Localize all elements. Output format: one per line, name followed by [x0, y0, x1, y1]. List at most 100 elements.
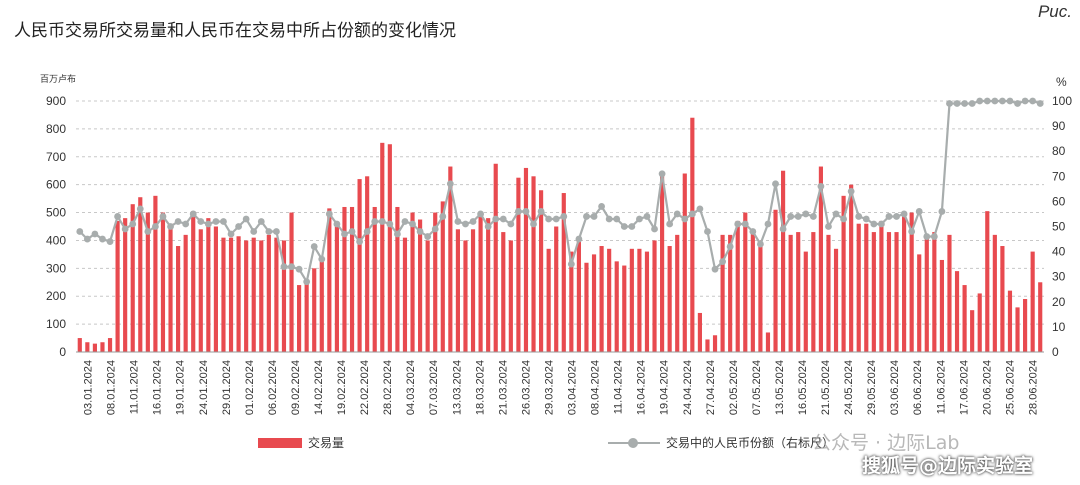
volume-bar — [1038, 282, 1043, 352]
volume-bar — [864, 223, 869, 352]
volume-bar — [372, 206, 377, 352]
share-point — [189, 210, 197, 218]
share-point — [938, 208, 946, 215]
share-point — [613, 215, 621, 223]
right-tick-label: 100 — [1052, 94, 1072, 108]
share-point — [469, 218, 477, 225]
share-point — [136, 205, 144, 213]
volume-bar — [833, 248, 839, 352]
volume-bar — [849, 184, 854, 352]
volume-bar — [501, 232, 506, 352]
left-tick-label: 600 — [46, 178, 66, 192]
x-tick-label: 28.06.2024 — [1027, 360, 1039, 415]
volume-bar — [395, 206, 400, 352]
volume-bar — [259, 240, 264, 352]
volume-bar — [85, 342, 90, 352]
volume-bar — [554, 226, 559, 352]
share-point — [356, 238, 363, 245]
x-tick-label: 21.05.2024 — [820, 360, 832, 415]
right-tick-label: 60 — [1052, 194, 1066, 208]
share-point — [749, 228, 757, 235]
share-point — [953, 100, 961, 107]
right-tick-label: 0 — [1052, 345, 1059, 359]
volume-bar — [1007, 290, 1013, 352]
share-point — [567, 260, 575, 268]
share-point — [825, 223, 832, 230]
volume-bar — [168, 223, 173, 352]
volume-bar — [765, 332, 771, 352]
share-point — [439, 213, 447, 220]
x-tick-label: 22.02.2024 — [359, 360, 371, 415]
volume-bar — [425, 240, 430, 352]
share-point — [159, 213, 167, 220]
volume-bar — [773, 209, 778, 352]
x-tick-label: 28.02.2024 — [382, 360, 394, 415]
share-point — [787, 213, 795, 220]
right-tick-label: 50 — [1052, 220, 1066, 234]
volume-bar — [561, 193, 566, 352]
share-point — [484, 223, 492, 230]
volume-bar — [312, 268, 317, 352]
share-point — [129, 220, 137, 228]
share-point — [878, 220, 885, 228]
volume-bar — [176, 246, 181, 352]
share-point — [840, 215, 847, 223]
volume-bar — [818, 166, 823, 352]
volume-bar — [637, 248, 642, 352]
share-point — [711, 265, 719, 273]
x-tick-label: 18.03.2024 — [474, 360, 486, 415]
volume-bar — [660, 172, 665, 352]
right-tick-label: 80 — [1052, 144, 1066, 158]
share-point — [628, 223, 636, 230]
share-point — [250, 228, 258, 235]
share-point — [673, 210, 681, 218]
share-point — [121, 225, 129, 233]
share-point — [499, 215, 507, 223]
volume-bar — [410, 212, 415, 352]
share-point — [515, 208, 522, 215]
volume-bar — [455, 229, 460, 352]
volume-bar — [327, 208, 332, 352]
share-point — [83, 235, 91, 243]
share-point — [893, 213, 900, 220]
volume-bar — [493, 163, 498, 352]
volume-bar — [297, 285, 302, 352]
volume-bar — [841, 195, 846, 352]
volume-bar — [531, 176, 536, 352]
share-point — [174, 218, 182, 225]
volume-bar — [418, 219, 423, 352]
volume-bar — [856, 223, 861, 352]
share-point — [598, 203, 605, 210]
share-point — [832, 210, 840, 218]
right-tick-label: 30 — [1052, 270, 1066, 284]
watermark-sohu: 搜狐号@边际实验室 — [862, 455, 1034, 477]
share-point — [371, 218, 379, 225]
volume-bar — [191, 211, 196, 352]
share-point — [583, 213, 590, 220]
x-tick-label: 17.06.2024 — [958, 360, 970, 415]
volume-bar — [289, 212, 294, 352]
share-point — [318, 255, 326, 263]
share-point — [545, 215, 553, 223]
x-tick-label: 16.01.2024 — [152, 360, 164, 415]
x-tick-label: 19.04.2024 — [659, 360, 671, 415]
share-point — [288, 263, 295, 271]
share-point — [999, 97, 1006, 105]
share-point — [560, 213, 568, 220]
chart-title: 人民币交易所交易量和人民币在交易中所占份额的变化情况 — [14, 21, 456, 41]
volume-bar — [576, 240, 581, 352]
volume-bar — [387, 144, 392, 352]
volume-bar — [274, 237, 279, 352]
volume-bar — [221, 237, 226, 352]
left-tick-label: 0 — [59, 345, 66, 359]
volume-bar — [160, 212, 166, 352]
share-point — [719, 258, 726, 266]
volume-bar — [380, 142, 385, 352]
x-tick-label: 16.04.2024 — [636, 360, 648, 415]
share-point — [378, 218, 386, 225]
volume-bar — [115, 220, 120, 352]
x-tick-label: 20.06.2024 — [981, 360, 993, 415]
x-tick-label: 03.04.2024 — [567, 360, 579, 415]
volume-bar — [886, 232, 892, 352]
volume-bar — [591, 254, 597, 352]
